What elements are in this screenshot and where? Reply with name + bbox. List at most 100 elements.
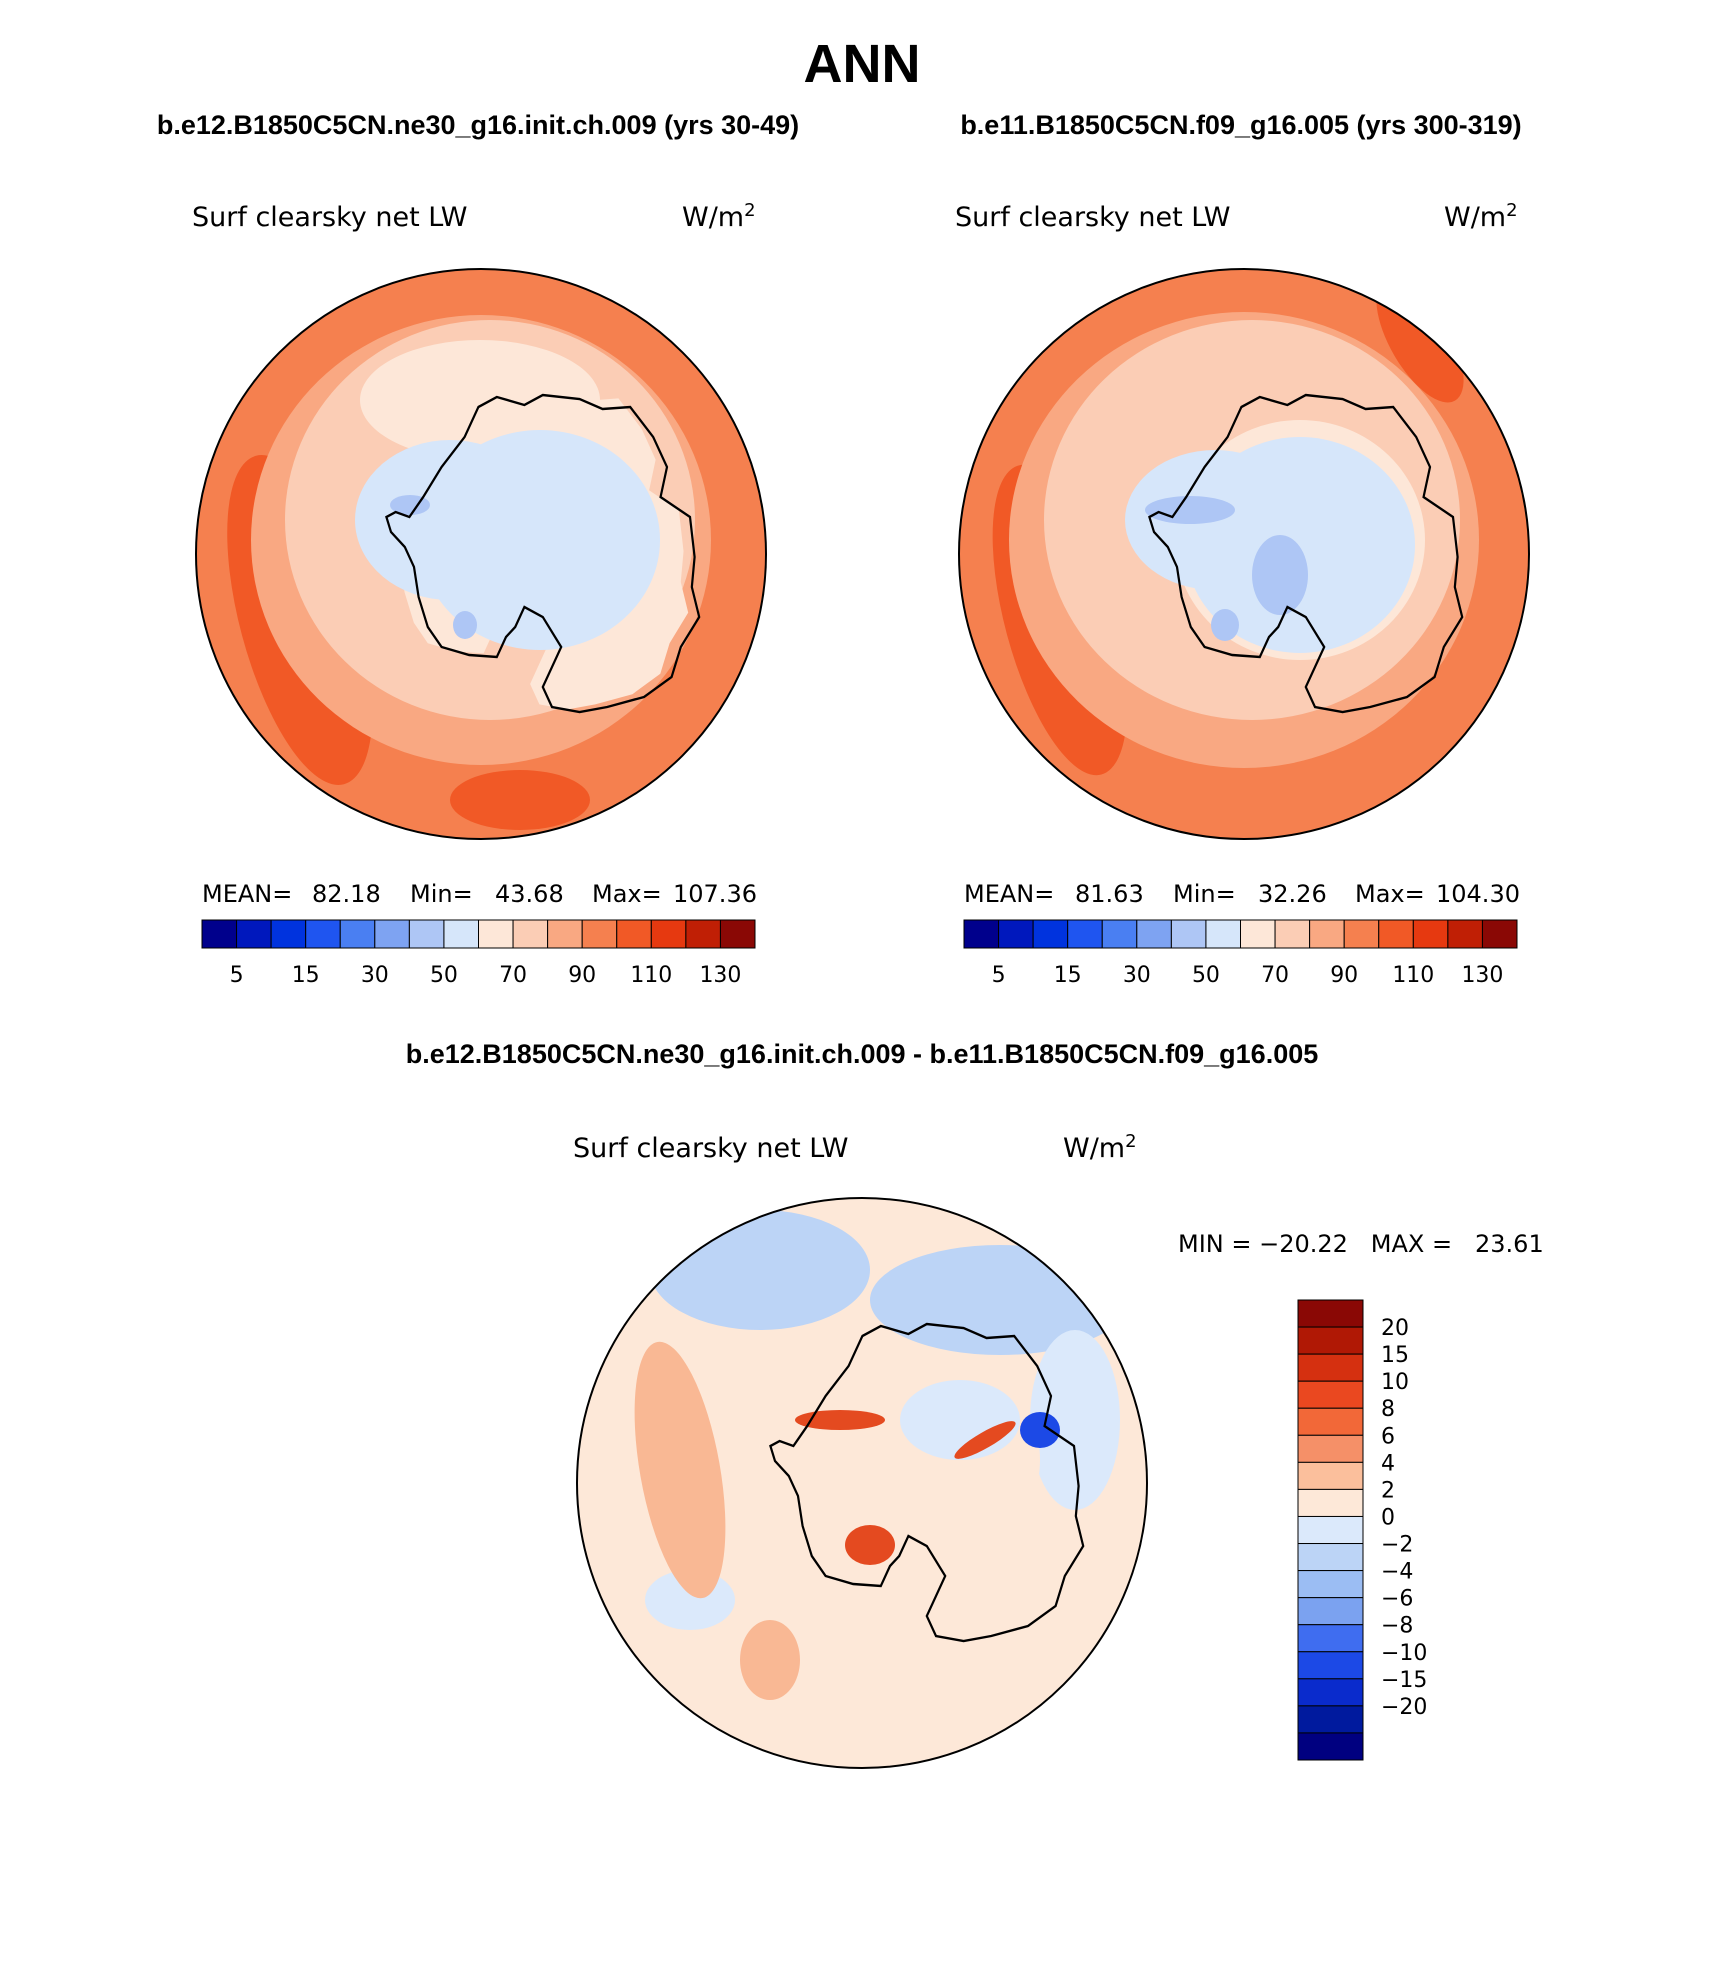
left-colorbar-tick-label: 70 [499, 963, 527, 988]
left-colorbar-swatch [374, 919, 410, 949]
left-colorbar-swatch [685, 919, 721, 949]
left-variable-label: Surf clearsky net LW [192, 202, 468, 233]
left-ice-low-2 [453, 611, 477, 639]
left-colorbar: 5 15 30 50 70 90 110 130 [201, 919, 756, 988]
diff-red-streak-1 [795, 1410, 885, 1430]
left-colorbar-tick-label: 30 [361, 963, 389, 988]
left-colorbar-tick-label: 50 [430, 963, 458, 988]
diff-colorbar-swatch [1297, 1488, 1364, 1517]
right-colorbar-swatch [1481, 919, 1518, 949]
diff-colorbar-swatch [1297, 1624, 1364, 1653]
right-max-value: 104.30 [1436, 880, 1520, 908]
right-colorbar-swatch [1343, 919, 1380, 949]
diff-colorbar-tick-label: 4 [1381, 1451, 1395, 1476]
left-ocean-band-south [450, 770, 590, 830]
right-units-label: W/m2 [1444, 200, 1518, 233]
right-colorbar-swatch [1274, 919, 1311, 949]
right-mean-label: MEAN= [964, 880, 1054, 908]
diff-colorbar-swatch [1297, 1407, 1364, 1436]
right-polar-map [959, 269, 1529, 839]
left-ice-sheet-west [355, 440, 545, 600]
diff-colorbar-tick-label: −8 [1381, 1614, 1413, 1639]
diff-colorbar-tick-label: −4 [1381, 1560, 1413, 1585]
diff-units-label: W/m2 [1063, 1131, 1137, 1164]
diff-colorbar-swatch [1297, 1732, 1364, 1761]
left-colorbar-swatch [512, 919, 549, 949]
diff-colorbar-tick-label: −6 [1381, 1587, 1413, 1612]
right-colorbar-swatch [1447, 919, 1483, 949]
diff-colorbar-tick-label: 15 [1381, 1343, 1409, 1368]
diff-colorbar-swatch [1297, 1299, 1364, 1328]
left-colorbar-swatch [478, 919, 514, 949]
right-ice-low [1145, 496, 1235, 524]
right-min-label: Min= [1173, 880, 1236, 908]
right-colorbar-tick-label: 30 [1123, 963, 1151, 988]
left-mean-label: MEAN= [202, 880, 292, 908]
left-colorbar-swatch [236, 919, 272, 949]
diff-colorbar-tick-label: −15 [1381, 1668, 1427, 1693]
diff-blue-e [1030, 1330, 1120, 1510]
right-colorbar-swatch [1032, 919, 1069, 949]
right-ice-low-2 [1252, 535, 1308, 615]
diff-variable-label: Surf clearsky net LW [573, 1133, 849, 1164]
left-colorbar-tick-label: 90 [568, 963, 596, 988]
diff-colorbar-swatch [1297, 1543, 1364, 1572]
right-colorbar-tick-label: 15 [1054, 963, 1082, 988]
diff-colorbar-tick-label: 8 [1381, 1397, 1395, 1422]
diff-colorbar-tick-label: 20 [1381, 1316, 1409, 1341]
right-colorbar-tick-label: 130 [1461, 963, 1503, 988]
diff-colorbar-swatch [1297, 1461, 1364, 1490]
right-map-border [958, 268, 1530, 840]
right-mean-value: 81.63 [1075, 880, 1144, 908]
right-colorbar-tick-label: 70 [1261, 963, 1289, 988]
right-colorbar-tick-label: 90 [1330, 963, 1358, 988]
right-variable-label: Surf clearsky net LW [955, 202, 1231, 233]
right-colorbar-swatch [1101, 919, 1138, 949]
left-colorbar-swatch [616, 919, 652, 949]
diff-blue-spot [1020, 1412, 1060, 1448]
left-colorbar-swatch [270, 919, 307, 949]
diff-colorbar-swatch [1297, 1705, 1364, 1734]
diff-colorbar-tick-label: 0 [1381, 1505, 1395, 1530]
left-case-title: b.e12.B1850C5CN.ne30_g16.init.ch.009 (yr… [157, 110, 799, 140]
right-stats: MEAN= 81.63 Min= 32.26 Max= 104.30 [964, 880, 1520, 908]
right-colorbar-tick-label: 5 [992, 963, 1006, 988]
left-colorbar-tick-label: 110 [630, 963, 672, 988]
right-colorbar-swatch [1136, 919, 1172, 949]
diff-colorbar-swatch [1297, 1380, 1364, 1409]
left-map-border [195, 268, 767, 840]
diff-blue-nw [650, 1210, 870, 1330]
right-colorbar-swatch [1205, 919, 1241, 949]
left-colorbar-swatch [547, 919, 583, 949]
left-min-label: Min= [410, 880, 473, 908]
left-colorbar-swatch [305, 919, 341, 949]
left-colorbar-tick-label: 130 [699, 963, 741, 988]
diff-red-streak-3 [845, 1525, 895, 1565]
left-colorbar-tick-label: 15 [292, 963, 320, 988]
right-colorbar-tick-label: 110 [1392, 963, 1434, 988]
diff-colorbar-swatch [1297, 1597, 1364, 1626]
diff-colorbar-swatch [1297, 1326, 1364, 1355]
figure-title: ANN [804, 34, 921, 94]
right-max-label: Max= [1355, 880, 1425, 908]
right-colorbar-swatch [1067, 919, 1103, 949]
left-colorbar-swatch [719, 919, 756, 949]
left-max-label: Max= [592, 880, 662, 908]
right-case-title: b.e11.B1850C5CN.f09_g16.005 (yrs 300-319… [960, 110, 1521, 140]
right-colorbar-swatch [1309, 919, 1345, 949]
left-colorbar-swatch [201, 919, 238, 949]
right-colorbar-swatch [1378, 919, 1414, 949]
left-max-value: 107.36 [673, 880, 757, 908]
diff-antarctica-blue [900, 1380, 1020, 1460]
diff-colorbar-tick-label: 2 [1381, 1478, 1395, 1503]
diff-colorbar-tick-label: −2 [1381, 1533, 1413, 1558]
diff-red-streak-2 [954, 1421, 1016, 1459]
diff-colorbar-swatch [1297, 1678, 1364, 1707]
diff-colorbar-swatch [1297, 1434, 1364, 1463]
left-min-value: 43.68 [495, 880, 564, 908]
right-ice-low-3 [1211, 609, 1239, 641]
right-colorbar-swatch [1170, 919, 1207, 949]
